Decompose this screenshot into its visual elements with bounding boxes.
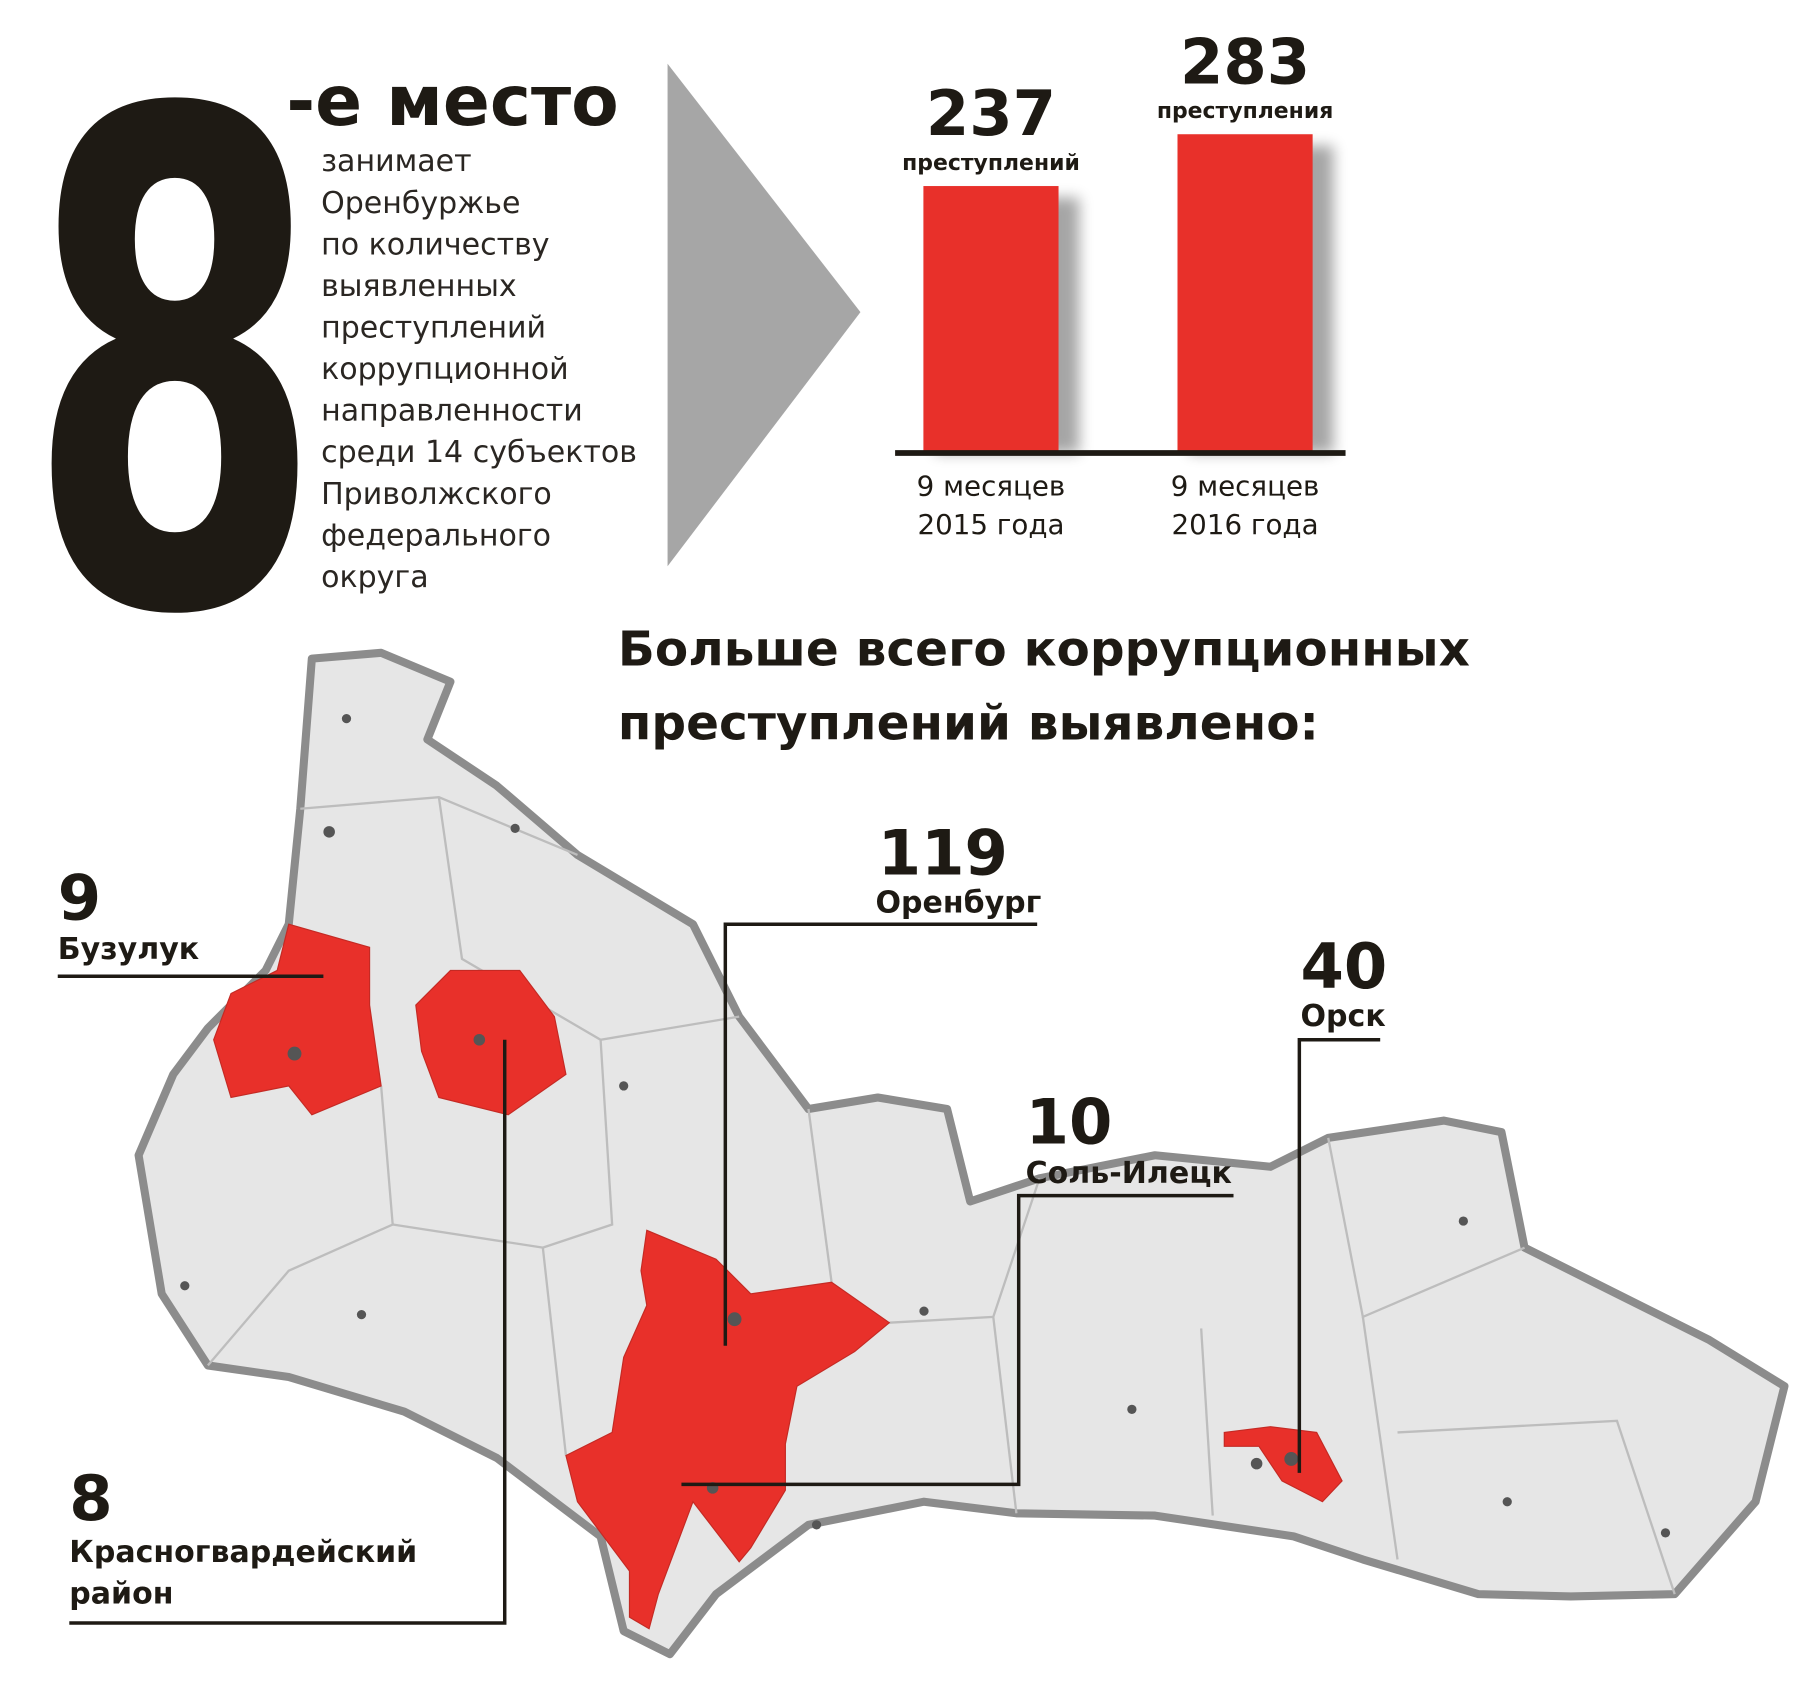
district-value: 9 xyxy=(58,862,101,935)
value-unit: преступления xyxy=(1157,99,1333,124)
district-name: Орск xyxy=(1300,999,1386,1034)
description-box: занимает Оренбуржье по количеству выявле… xyxy=(321,144,637,596)
rank-suffix: -е место xyxy=(286,62,618,142)
x-tick-label: 9 месяцев 2015 года xyxy=(916,470,1066,541)
district-borders xyxy=(207,796,1676,1595)
region-outline xyxy=(134,648,1789,1659)
arrow xyxy=(667,63,861,567)
district-buzuluk xyxy=(213,923,382,1116)
map-title-box: Больше всего коррупционных преступлений … xyxy=(617,620,1470,751)
highlighted-districts xyxy=(213,923,1343,1630)
district-name-box: Красногвардейский район xyxy=(69,1535,418,1612)
x-tick-label: 9 месяцев 2016 года xyxy=(1170,470,1320,541)
category-box: 9 месяцев 2015 года xyxy=(916,470,1066,541)
leader-line xyxy=(69,1039,507,1625)
district-krasnogvardeisky xyxy=(415,969,567,1116)
value-label: 283 xyxy=(1180,25,1310,98)
district-name-box: Орск xyxy=(1300,999,1386,1034)
value-label: 237 xyxy=(926,77,1056,150)
region-map xyxy=(134,648,1789,1659)
district-value: 119 xyxy=(878,817,1008,890)
district-orenburg xyxy=(565,1229,891,1630)
bar xyxy=(1177,134,1313,454)
district-name: Бузулук xyxy=(57,932,200,967)
map-title: Больше всего коррупционных преступлений … xyxy=(617,620,1470,751)
district-name-box: Бузулук xyxy=(57,932,200,967)
leader-line xyxy=(1297,1038,1381,1473)
district-name: Оренбург xyxy=(875,886,1042,921)
district-value: 40 xyxy=(1301,930,1388,1003)
description: занимает Оренбуржье по количеству выявле… xyxy=(321,144,637,596)
rank-number: 8 xyxy=(25,0,324,765)
category-box: 9 месяцев 2016 года xyxy=(1170,470,1320,541)
district-name: Красногвардейский район xyxy=(69,1535,418,1612)
district-name: Соль-Илецк xyxy=(1025,1156,1232,1192)
district-name-box: Соль-Илецк xyxy=(1025,1156,1232,1192)
district-name-box: Оренбург xyxy=(875,886,1042,921)
leader-line xyxy=(723,922,1038,1346)
district-value: 8 xyxy=(69,1462,112,1535)
value-unit: преступлений xyxy=(902,151,1080,176)
bar xyxy=(923,186,1059,454)
district-orsk xyxy=(1223,1426,1343,1503)
leader-line xyxy=(681,1193,1234,1487)
district-value: 10 xyxy=(1026,1086,1113,1159)
